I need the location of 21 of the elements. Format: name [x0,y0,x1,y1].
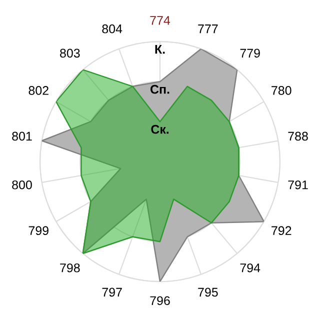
spoke-label: 798 [60,263,80,272]
spoke-label: 799 [28,226,48,236]
y-tick-label: Сп. [150,84,170,94]
y-tick-label: Ск. [151,124,169,134]
spoke-label: 802 [28,86,48,95]
spoke-label: 794 [240,263,260,272]
spoke-label: 804 [102,24,122,34]
spoke-label: 780 [272,86,292,95]
spoke-label: 801 [12,132,32,141]
spoke-label: 800 [12,180,32,190]
spoke-label: 796 [150,296,170,306]
spoke-label: 803 [60,48,80,58]
spoke-label: 779 [240,48,260,58]
spoke-label: 788 [288,132,308,141]
spoke-label: 777 [198,24,218,34]
spoke-label: 792 [272,226,292,236]
y-tick-label: К. [155,45,165,54]
spoke-label: 774 [150,16,170,25]
spoke-label: 791 [288,180,308,190]
spoke-label: 797 [102,288,122,297]
spoke-label: 795 [198,288,218,297]
